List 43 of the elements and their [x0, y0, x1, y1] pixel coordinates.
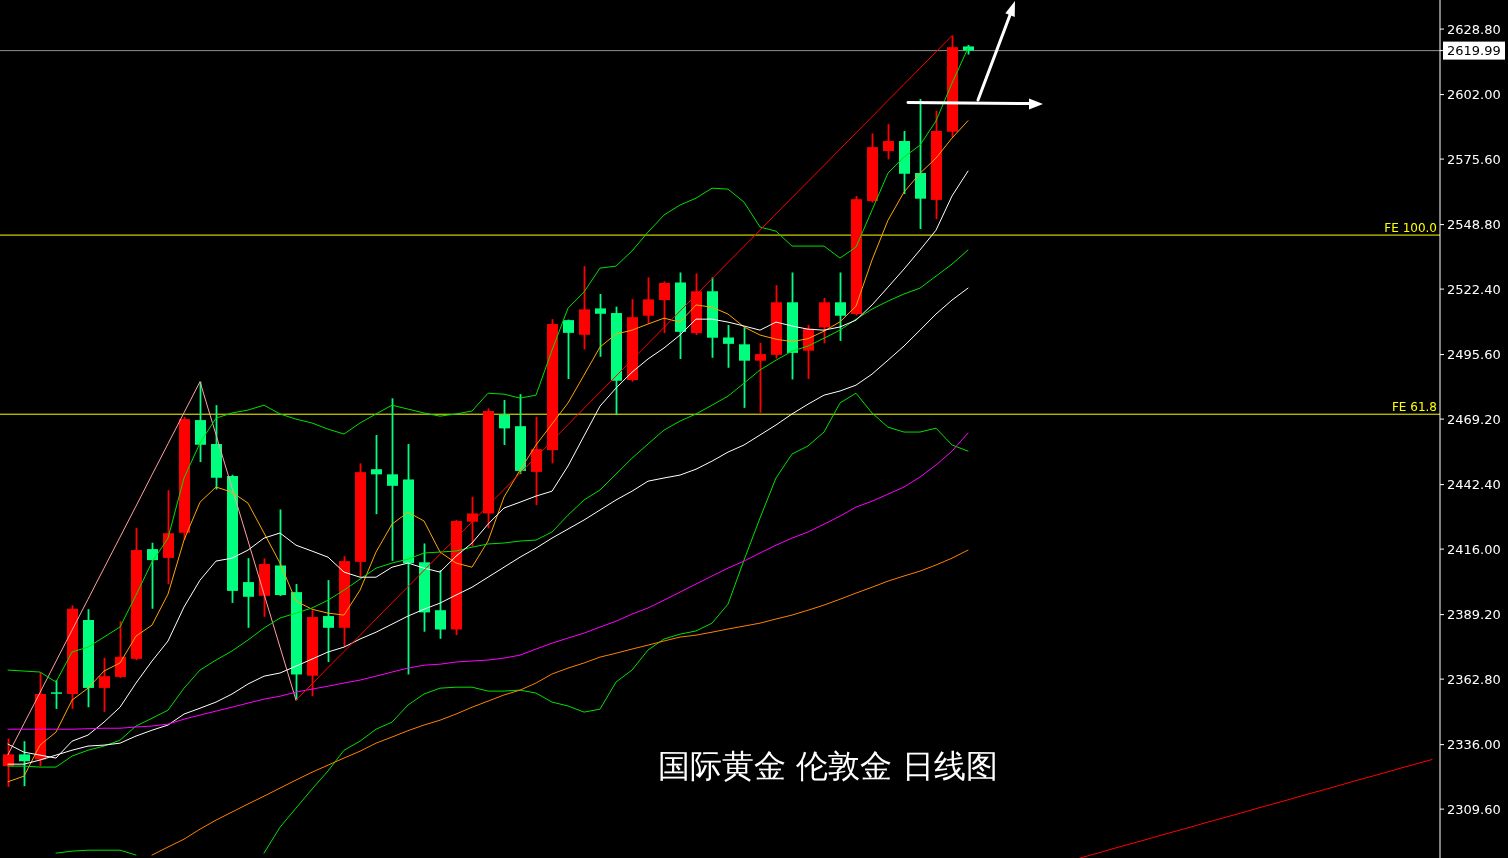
- candlestick: [323, 579, 334, 663]
- candlestick: [147, 541, 158, 610]
- candlestick: [387, 397, 398, 562]
- y-tick-label: 2575.60: [1447, 151, 1501, 167]
- y-tick-label: 2619.99: [1447, 43, 1501, 59]
- candlestick: [3, 737, 14, 788]
- y-tick-label: 2495.60: [1447, 347, 1501, 363]
- y-tick-label: 2628.80: [1447, 21, 1501, 37]
- candlestick: [115, 620, 126, 679]
- y-tick-label: 2309.60: [1447, 801, 1501, 817]
- line-series: [151, 549, 969, 856]
- candlestick: [595, 293, 606, 358]
- candlestick: [739, 326, 750, 409]
- candlestick: [835, 271, 846, 342]
- y-tick-label: 2416.00: [1447, 541, 1501, 557]
- y-tick-label: 2602.00: [1447, 87, 1501, 103]
- ref-line-label: FE 100.0: [1384, 221, 1437, 236]
- candlestick: [499, 399, 510, 446]
- candlestick: [563, 318, 574, 380]
- y-tick-label: 2522.40: [1447, 281, 1501, 297]
- candlestick: [467, 495, 478, 548]
- candlestick: [243, 557, 254, 629]
- candlestick: [99, 656, 110, 713]
- candlestick: [755, 341, 766, 414]
- y-tick-label: 2336.00: [1447, 737, 1501, 753]
- y-tick-label: 2469.20: [1447, 411, 1501, 427]
- candlestick: [435, 569, 446, 640]
- candlestick: [371, 434, 382, 516]
- candlestick: [883, 123, 894, 161]
- candlestick: [723, 324, 734, 369]
- candlestick: [51, 679, 62, 710]
- y-tick-label: 2389.20: [1447, 607, 1501, 623]
- candlestick: [19, 740, 30, 788]
- candlestick: [643, 276, 654, 325]
- line-series: [7, 432, 969, 730]
- y-tick-label: 2362.80: [1447, 671, 1501, 687]
- ref-line-label: FE 61.8: [1391, 400, 1437, 415]
- text: 国际黄金 伦敦金 日线图: [658, 746, 999, 786]
- line-series: [1079, 759, 1433, 858]
- y-tick-label: 2548.80: [1447, 217, 1501, 233]
- candlestick: [531, 416, 542, 507]
- candlestick: [659, 280, 670, 334]
- y-tick-label: 2442.40: [1447, 477, 1501, 493]
